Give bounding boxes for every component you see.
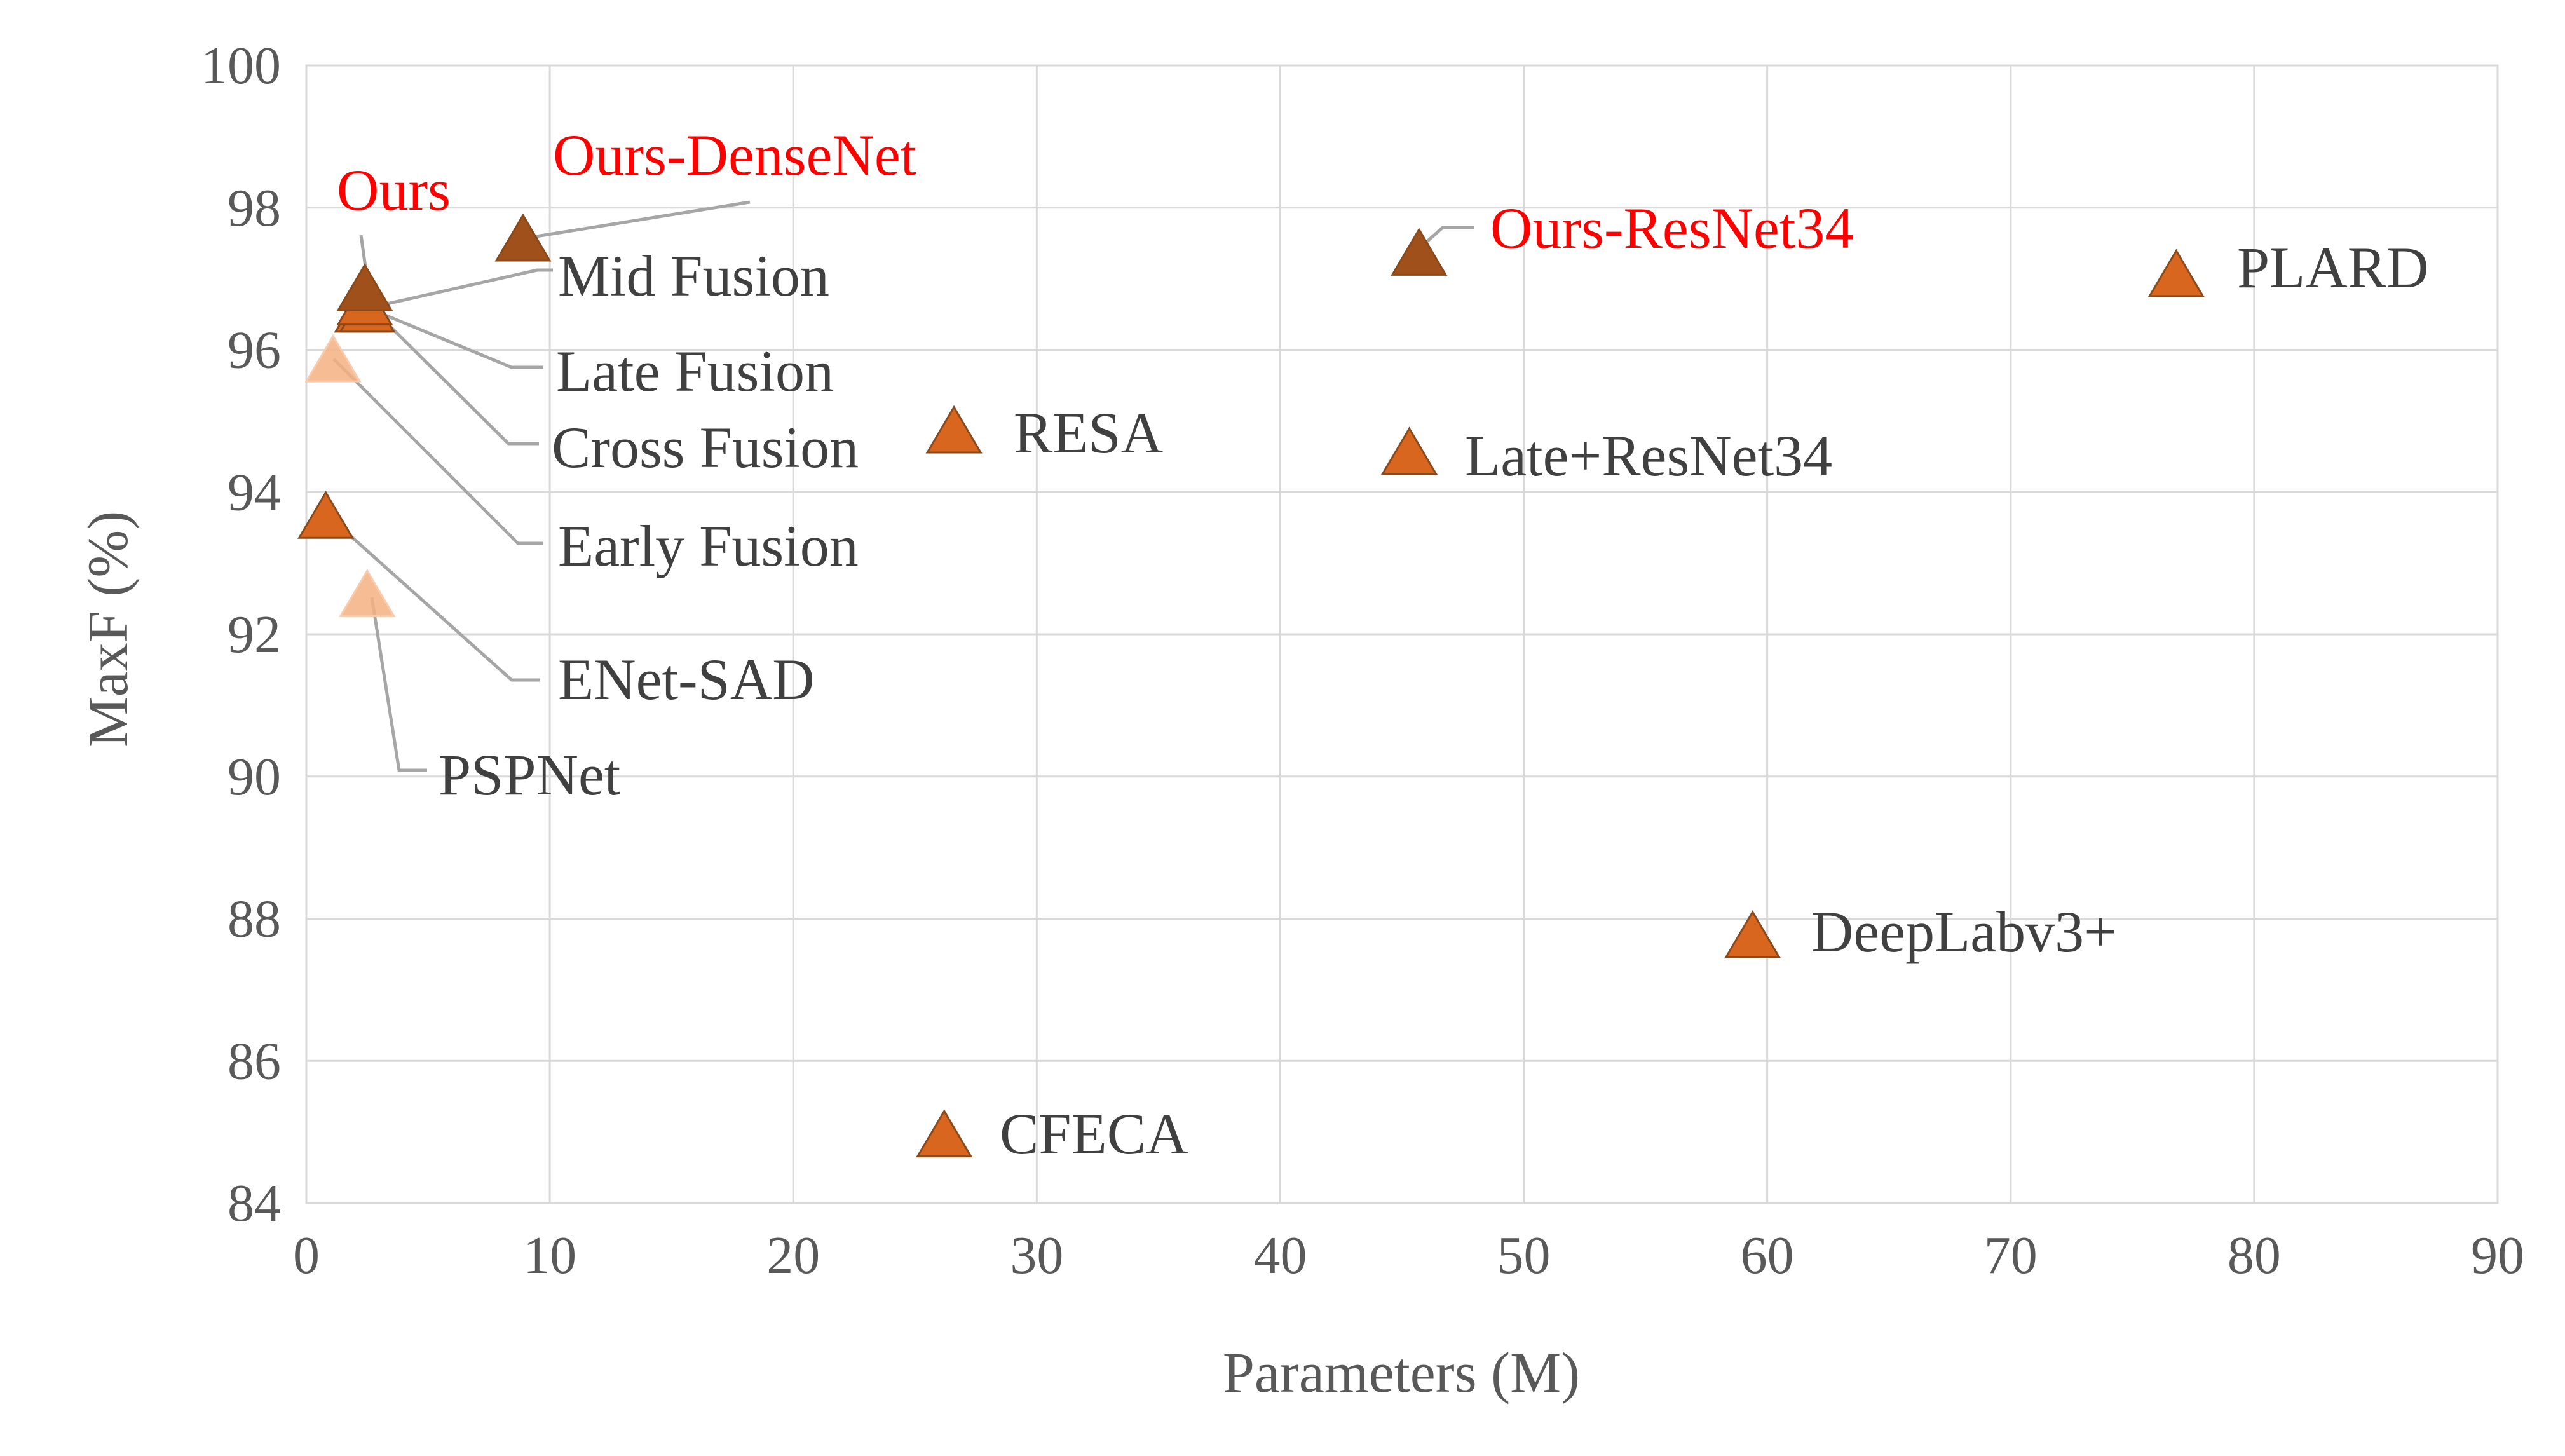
leader-line-ours-densenet [524,200,751,240]
x-tick-label: 70 [1984,1226,2038,1285]
leader-line-late-fusion [368,306,543,369]
data-points [297,213,2205,1158]
leader-line-early-fusion [332,358,543,545]
point-labels: Ours Ours-DenseNet Ours-ResNet34 Mid Fusion… [337,123,2429,1166]
point-marker-ours-densenet [494,213,552,262]
x-tick-label: 20 [766,1226,820,1285]
x-tick-label: 80 [2228,1226,2281,1285]
leader-line-ours [359,235,367,268]
point-marker-late-resnet34 [1380,426,1438,475]
leader-lines [329,200,1474,772]
point-label-enet-sad: ENet-SAD [558,647,815,712]
point-label-early-fusion: Early Fusion [558,514,859,578]
point-label-ours-resnet34: Ours-ResNet34 [1490,196,1854,261]
y-tick-label: 96 [228,321,281,380]
point-marker-ours [336,262,393,311]
y-tick-label: 90 [228,747,281,806]
y-tick-label: 84 [228,1174,281,1233]
point-label-mid-fusion: Mid Fusion [558,243,829,308]
y-tick-label: 92 [228,605,281,664]
gridlines [305,64,2499,1204]
point-marker-ours-resnet34 [1391,228,1448,276]
point-marker-pspnet [339,569,396,617]
leader-line-enet-sad [329,517,540,682]
leader-line-pspnet [370,597,427,772]
point-label-cfeca: CFECA [1000,1101,1188,1166]
point-label-late-fusion: Late Fusion [556,339,834,404]
plot-frame [305,64,2499,1204]
x-tick-label: 60 [1741,1226,1794,1285]
point-marker-plard [2147,248,2205,297]
x-tick-label: 0 [293,1226,320,1285]
point-marker-enet-sad [297,490,355,539]
y-tick-label: 94 [228,463,281,522]
point-label-pspnet: PSPNet [439,742,621,807]
point-marker-cfeca [916,1109,973,1158]
x-tick-label: 90 [2471,1226,2524,1285]
leader-line-cross-fusion [374,310,539,446]
point-label-late-resnet34: Late+ResNet34 [1465,423,1832,488]
y-tick-label: 88 [228,890,281,949]
x-tick-label: 30 [1010,1226,1063,1285]
point-marker-deeplabv3- [1724,910,1781,958]
point-marker-resa [925,405,983,454]
y-tick-label: 100 [201,36,281,95]
leader-line-mid-fusion [381,268,553,307]
y-tick-label: 98 [228,179,281,238]
axes: 84 86 88 90 92 94 96 98 100 0 10 20 30 40 50 60 70 80 90 [201,36,2524,1285]
y-axis-title: MaxF (%) [77,511,140,747]
point-label-plard: PLARD [2237,235,2429,300]
point-label-resa: RESA [1014,400,1163,465]
x-tick-label: 50 [1497,1226,1551,1285]
point-label-cross-fusion: Cross Fusion [552,415,859,480]
point-label-ours-densenet: Ours-DenseNet [553,123,917,187]
point-label-ours: Ours [337,158,451,222]
y-tick-label: 86 [228,1031,281,1091]
x-tick-label: 40 [1253,1226,1307,1285]
x-tick-label: 10 [523,1226,576,1285]
x-axis-title: Parameters (M) [1223,1342,1580,1405]
point-label-deeplabv3-: DeepLabv3+ [1811,899,2117,964]
point-marker-early-fusion [304,334,362,383]
